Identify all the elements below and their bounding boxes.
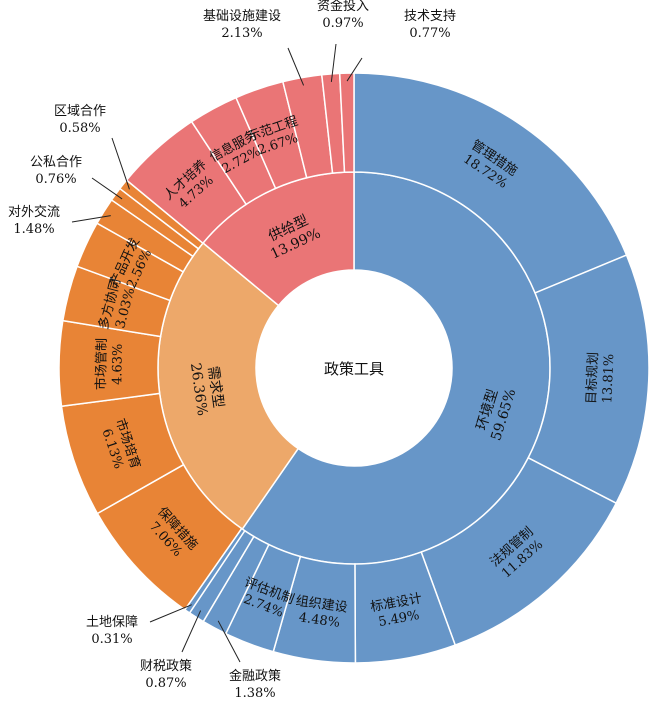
outer-label-value: 5.49% [377,608,420,630]
outer-label-name: 市场管制 [93,338,110,390]
inner-name: 需求型 [205,365,227,409]
leader-line [91,177,123,200]
outer-label-value: 13.81% [600,354,617,404]
leader-line [287,47,305,86]
inner-value: 26.36% [187,362,210,417]
outer-ring [58,72,650,664]
outer-label-name: 资金投入 [317,0,369,14]
leader-line [217,620,241,663]
inner-ring [157,171,551,565]
outer-segment-23 [338,72,355,174]
outer-label-name: 对外交流 [8,204,60,220]
center-label: 政策工具 [324,360,384,378]
outer-label-value: 0.76% [35,172,76,187]
outer-label-value: 0.58% [59,121,100,136]
leader-line [149,604,192,623]
leader-line [346,57,363,82]
leader-line [181,610,202,653]
leader-line [111,137,130,190]
outer-label-name: 土地保障 [86,615,138,630]
outer-label-value: 0.87% [145,676,186,691]
outer-label-name: 区域合作 [54,104,106,119]
outer-label-name: 财税政策 [140,658,192,674]
outer-label-name: 基础设施建设 [203,9,281,24]
outer-label-name: 金融政策 [229,668,281,684]
outer-label-value: 1.38% [234,686,275,701]
outer-label-12: 市场管制 4.63% [93,338,126,390]
outer-label-name: 技术支持 [404,9,456,24]
outer-label-value: 0.31% [91,632,132,647]
leader-lines [71,43,363,663]
outer-label-value: 1.48% [13,222,54,237]
center-hole [256,270,452,466]
outer-label-value: 4.48% [298,610,341,630]
outer-label-name: 组织建设 [295,594,349,616]
outer-label-value: 0.97% [322,16,363,31]
outer-label-value: 2.13% [221,26,262,41]
leader-line [71,215,111,223]
outer-label-value: 4.63% [110,344,126,386]
outer-label-name: 公私合作 [30,155,82,170]
leader-line [330,43,337,82]
outer-label-name: 目标规划 [584,352,601,405]
outer-label-value: 0.77% [409,26,450,41]
outer-segment-1 [353,72,628,294]
